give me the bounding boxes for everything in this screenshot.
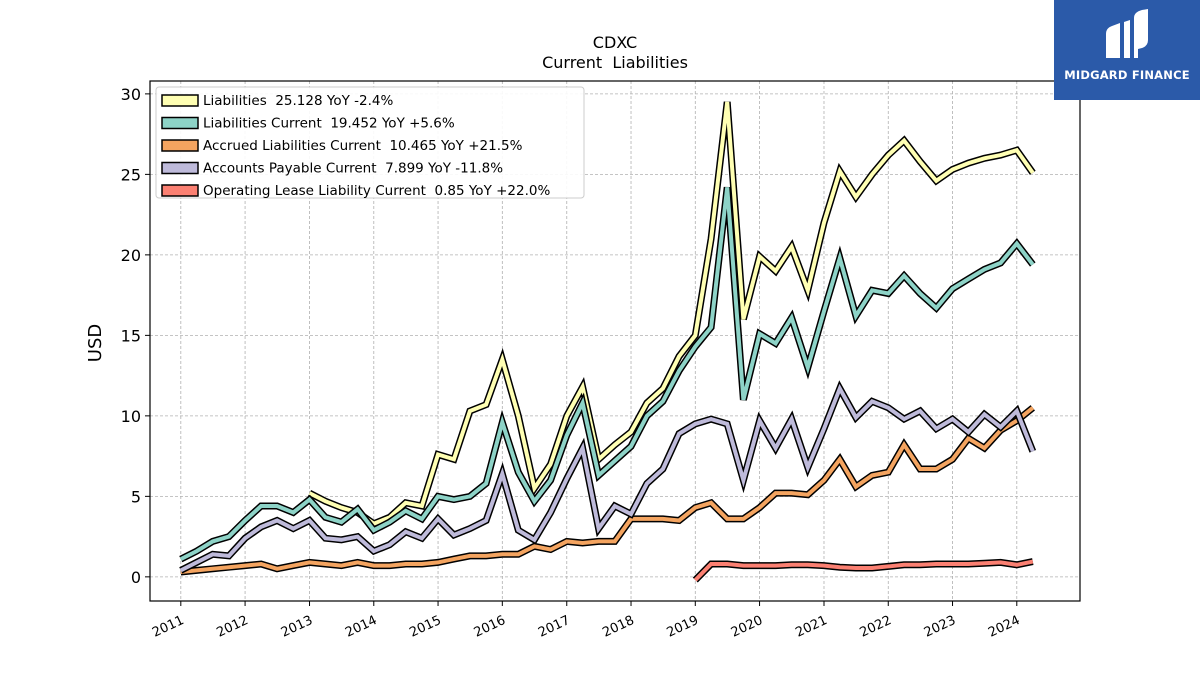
y-axis: 0 5 10 15 20 25 30	[121, 85, 150, 587]
series-line-outline-liabilities-current	[179, 186, 1036, 563]
y-tick-label: 5	[131, 487, 141, 506]
legend-label: Operating Lease Liability Current 0.85 Y…	[203, 183, 550, 199]
x-tick-label: 2022	[858, 613, 894, 641]
legend-box	[155, 86, 585, 199]
y-axis-label: USD	[85, 324, 106, 362]
series-line-accrued-liabilities-current	[180, 406, 1035, 574]
x-tick-label: 2023	[922, 613, 958, 641]
series-line-liabilities	[308, 101, 1035, 526]
x-tick-label: 2014	[343, 613, 379, 641]
x-tick-label: 2016	[472, 613, 508, 641]
legend-label: Liabilities 25.128 YoY -2.4%	[203, 93, 393, 109]
y-tick-label: 10	[121, 407, 141, 426]
series-line-liabilities-current	[179, 187, 1035, 561]
legend: Liabilities 25.128 YoY -2.4% Liabilities …	[155, 86, 585, 199]
y-tick-label: 25	[121, 165, 141, 184]
brand-name: MIDGARD FINANCE	[1064, 68, 1190, 82]
x-tick-label: 2015	[407, 613, 443, 641]
series-layer	[179, 101, 1037, 583]
x-tick-label: 2021	[793, 613, 829, 641]
x-tick-label: 2020	[729, 613, 765, 641]
chart-subtitle: Current Liabilities	[542, 53, 688, 72]
brand-mark-icon	[1106, 9, 1148, 58]
chart-title: CDXC	[593, 33, 637, 52]
legend-label: Accrued Liabilities Current 10.465 YoY +…	[203, 138, 523, 154]
y-tick-label: 15	[121, 326, 141, 345]
x-tick-label: 2011	[150, 613, 186, 641]
plot-frame	[149, 80, 1081, 602]
legend-swatch	[161, 161, 199, 175]
x-tick-label: 2018	[600, 613, 636, 641]
legend-swatch	[161, 184, 199, 197]
x-tick-label: 2013	[279, 613, 315, 641]
series-line-accounts-payable-current	[179, 383, 1035, 573]
y-tick-label: 0	[131, 568, 141, 587]
x-tick-label: 2017	[536, 613, 572, 641]
x-tick-label: 2019	[665, 613, 701, 641]
legend-swatch	[161, 94, 199, 107]
x-tick-label: 2024	[986, 613, 1022, 641]
legend-swatch	[161, 116, 199, 130]
series-line-operating-lease-liability-current	[693, 559, 1034, 582]
legend-label: Accounts Payable Current 7.899 YoY -11.8…	[203, 161, 503, 177]
y-tick-label: 30	[121, 85, 141, 104]
legend-swatch	[161, 139, 199, 152]
brand-logo: MIDGARD FINANCE	[1054, 0, 1200, 100]
series-line-outline-accrued-liabilities-current	[180, 405, 1035, 576]
y-tick-label: 20	[121, 246, 141, 265]
x-axis: 2011 2012 2013 2014 2015 2016 2017 2018 2019 2020…	[150, 601, 1022, 641]
legend-label: Liabilities Current 19.452 YoY +5.6%	[203, 116, 455, 132]
x-tick-label: 2012	[214, 613, 250, 641]
